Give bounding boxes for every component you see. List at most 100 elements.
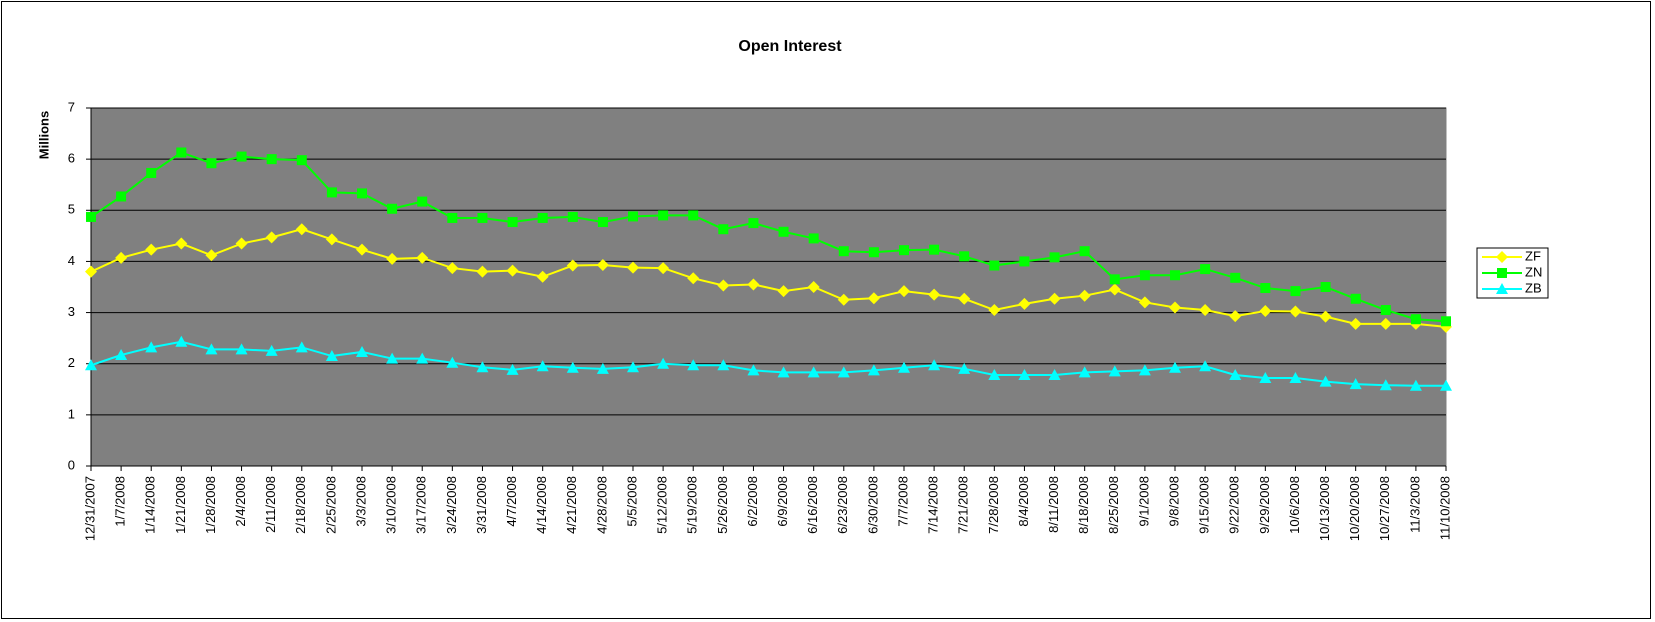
legend-marker bbox=[1496, 251, 1508, 263]
data-point bbox=[958, 362, 971, 374]
data-point bbox=[1349, 317, 1362, 330]
x-tick-label: 8/4/2008 bbox=[1016, 476, 1031, 527]
data-point bbox=[1170, 270, 1180, 281]
x-tick-label: 9/22/2008 bbox=[1227, 476, 1242, 534]
data-point bbox=[85, 359, 97, 371]
data-point bbox=[295, 341, 308, 353]
x-tick-label: 5/26/2008 bbox=[715, 476, 730, 534]
data-point bbox=[1290, 286, 1301, 297]
data-point bbox=[1138, 296, 1151, 309]
data-point bbox=[1230, 272, 1241, 283]
data-point bbox=[416, 251, 429, 264]
data-point bbox=[325, 233, 338, 246]
data-point bbox=[688, 210, 699, 221]
data-point bbox=[898, 285, 910, 298]
data-point bbox=[777, 366, 790, 378]
x-tick-label: 9/29/2008 bbox=[1257, 476, 1272, 534]
data-point bbox=[929, 244, 940, 255]
data-point bbox=[1379, 317, 1392, 330]
data-point bbox=[1018, 297, 1031, 310]
data-point bbox=[597, 217, 608, 228]
data-point bbox=[1259, 372, 1272, 384]
data-point bbox=[386, 252, 399, 265]
data-point bbox=[628, 211, 638, 222]
data-point bbox=[1078, 366, 1091, 378]
data-point bbox=[265, 344, 278, 356]
data-point bbox=[1048, 292, 1061, 305]
data-point bbox=[777, 285, 790, 298]
data-point bbox=[236, 151, 247, 162]
data-point bbox=[1379, 379, 1392, 391]
legend-label: ZN bbox=[1525, 264, 1542, 279]
data-point bbox=[778, 226, 789, 237]
data-point bbox=[536, 270, 549, 283]
data-point bbox=[296, 155, 307, 166]
data-point bbox=[325, 350, 338, 362]
x-tick-label: 9/1/2008 bbox=[1136, 476, 1151, 527]
data-point bbox=[356, 345, 368, 357]
data-point bbox=[446, 262, 459, 275]
x-tick-label: 2/25/2008 bbox=[323, 476, 338, 534]
y-tick-label: 5 bbox=[68, 202, 75, 217]
data-point bbox=[959, 251, 970, 262]
series-line bbox=[90, 151, 1447, 323]
x-tick-label: 8/18/2008 bbox=[1076, 476, 1091, 534]
data-point bbox=[1441, 316, 1451, 327]
x-tick-label: 6/2/2008 bbox=[745, 476, 760, 527]
x-tick-label: 10/20/2008 bbox=[1347, 476, 1362, 541]
x-tick-label: 7/14/2008 bbox=[926, 476, 941, 534]
data-point bbox=[145, 341, 158, 353]
data-point bbox=[1169, 301, 1181, 314]
data-point bbox=[747, 278, 760, 291]
data-point bbox=[867, 364, 880, 376]
x-tick-label: 7/21/2008 bbox=[956, 476, 971, 534]
data-point bbox=[1260, 283, 1271, 294]
data-point bbox=[1079, 246, 1090, 257]
y-axis-label: Millions bbox=[36, 111, 51, 159]
x-tick-label: 1/21/2008 bbox=[173, 476, 188, 534]
data-point bbox=[596, 362, 609, 374]
data-point bbox=[357, 188, 367, 199]
data-point bbox=[1018, 368, 1031, 380]
y-tick-label: 6 bbox=[68, 151, 75, 166]
data-point bbox=[627, 361, 639, 373]
data-point bbox=[868, 247, 879, 258]
x-tick-label: 6/30/2008 bbox=[865, 476, 880, 534]
data-point bbox=[476, 265, 489, 278]
data-point bbox=[1229, 310, 1242, 323]
data-point bbox=[748, 218, 759, 229]
data-point bbox=[1349, 378, 1362, 390]
data-point bbox=[899, 245, 909, 256]
data-point bbox=[416, 352, 429, 364]
data-point bbox=[808, 233, 819, 244]
data-point bbox=[1108, 283, 1121, 296]
data-point bbox=[1199, 304, 1212, 317]
data-point bbox=[1019, 256, 1030, 267]
data-point bbox=[356, 243, 368, 256]
data-point bbox=[717, 279, 730, 292]
data-point bbox=[386, 352, 399, 364]
data-point bbox=[86, 211, 96, 222]
legend-label: ZF bbox=[1525, 248, 1541, 263]
data-point bbox=[807, 281, 820, 293]
data-point bbox=[1350, 293, 1361, 304]
data-point bbox=[657, 262, 670, 275]
data-point bbox=[567, 211, 578, 222]
data-point bbox=[476, 361, 489, 373]
legend-marker bbox=[1496, 283, 1508, 294]
data-point bbox=[1169, 361, 1181, 373]
data-point bbox=[506, 264, 519, 277]
x-tick-label: 5/12/2008 bbox=[655, 476, 670, 534]
data-point bbox=[175, 237, 188, 250]
data-point bbox=[988, 304, 1001, 317]
y-tick-label: 3 bbox=[68, 304, 75, 319]
data-point bbox=[295, 223, 308, 236]
x-tick-label: 6/16/2008 bbox=[805, 476, 820, 534]
x-tick-label: 11/10/2008 bbox=[1437, 476, 1452, 540]
data-point bbox=[477, 212, 488, 223]
x-tick-label: 8/25/2008 bbox=[1106, 476, 1121, 534]
x-tick-label: 6/23/2008 bbox=[835, 476, 850, 534]
data-point bbox=[115, 349, 128, 361]
data-point bbox=[807, 366, 820, 378]
